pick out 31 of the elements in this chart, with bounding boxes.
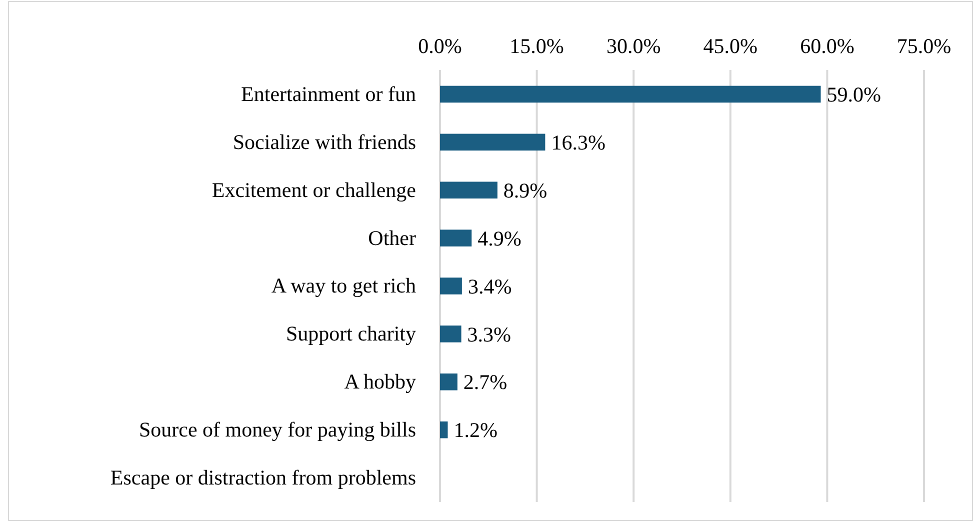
bar	[440, 278, 462, 294]
data-label: 8.9%	[503, 178, 548, 202]
x-tick-label: 0.0%	[418, 34, 462, 58]
bar	[440, 182, 498, 198]
data-label: 1.2%	[454, 418, 498, 442]
x-tick-label: 30.0%	[606, 34, 661, 58]
y-tick-label: Escape or distraction from problems	[110, 466, 416, 490]
x-tick-label: 60.0%	[800, 34, 854, 58]
bar	[440, 421, 448, 438]
y-tick-label: Other	[368, 226, 416, 250]
data-label: 3.3%	[467, 322, 512, 346]
y-tick-label: Socialize with friends	[232, 130, 416, 154]
bar	[440, 86, 821, 103]
y-tick-label: Source of money for paying bills	[138, 418, 416, 442]
y-tick-label: Excitement or challenge	[212, 178, 416, 202]
y-tick-label: Entertainment or fun	[241, 82, 416, 106]
y-tick-label: A hobby	[344, 370, 416, 394]
y-tick-label: Support charity	[286, 322, 416, 346]
y-tick-label: A way to get rich	[271, 274, 416, 298]
bar	[440, 326, 462, 342]
data-label: 2.7%	[463, 370, 508, 394]
data-label: 16.3%	[551, 130, 606, 155]
bar	[440, 134, 546, 151]
bar	[440, 230, 472, 246]
data-label: 59.0%	[826, 82, 881, 107]
data-label: 3.4%	[468, 274, 512, 298]
data-label: 4.9%	[478, 226, 522, 250]
x-tick-label: 75.0%	[896, 34, 952, 58]
bar	[440, 374, 458, 390]
x-tick-label: 45.0%	[703, 34, 758, 58]
x-tick-label: 15.0%	[510, 34, 564, 58]
